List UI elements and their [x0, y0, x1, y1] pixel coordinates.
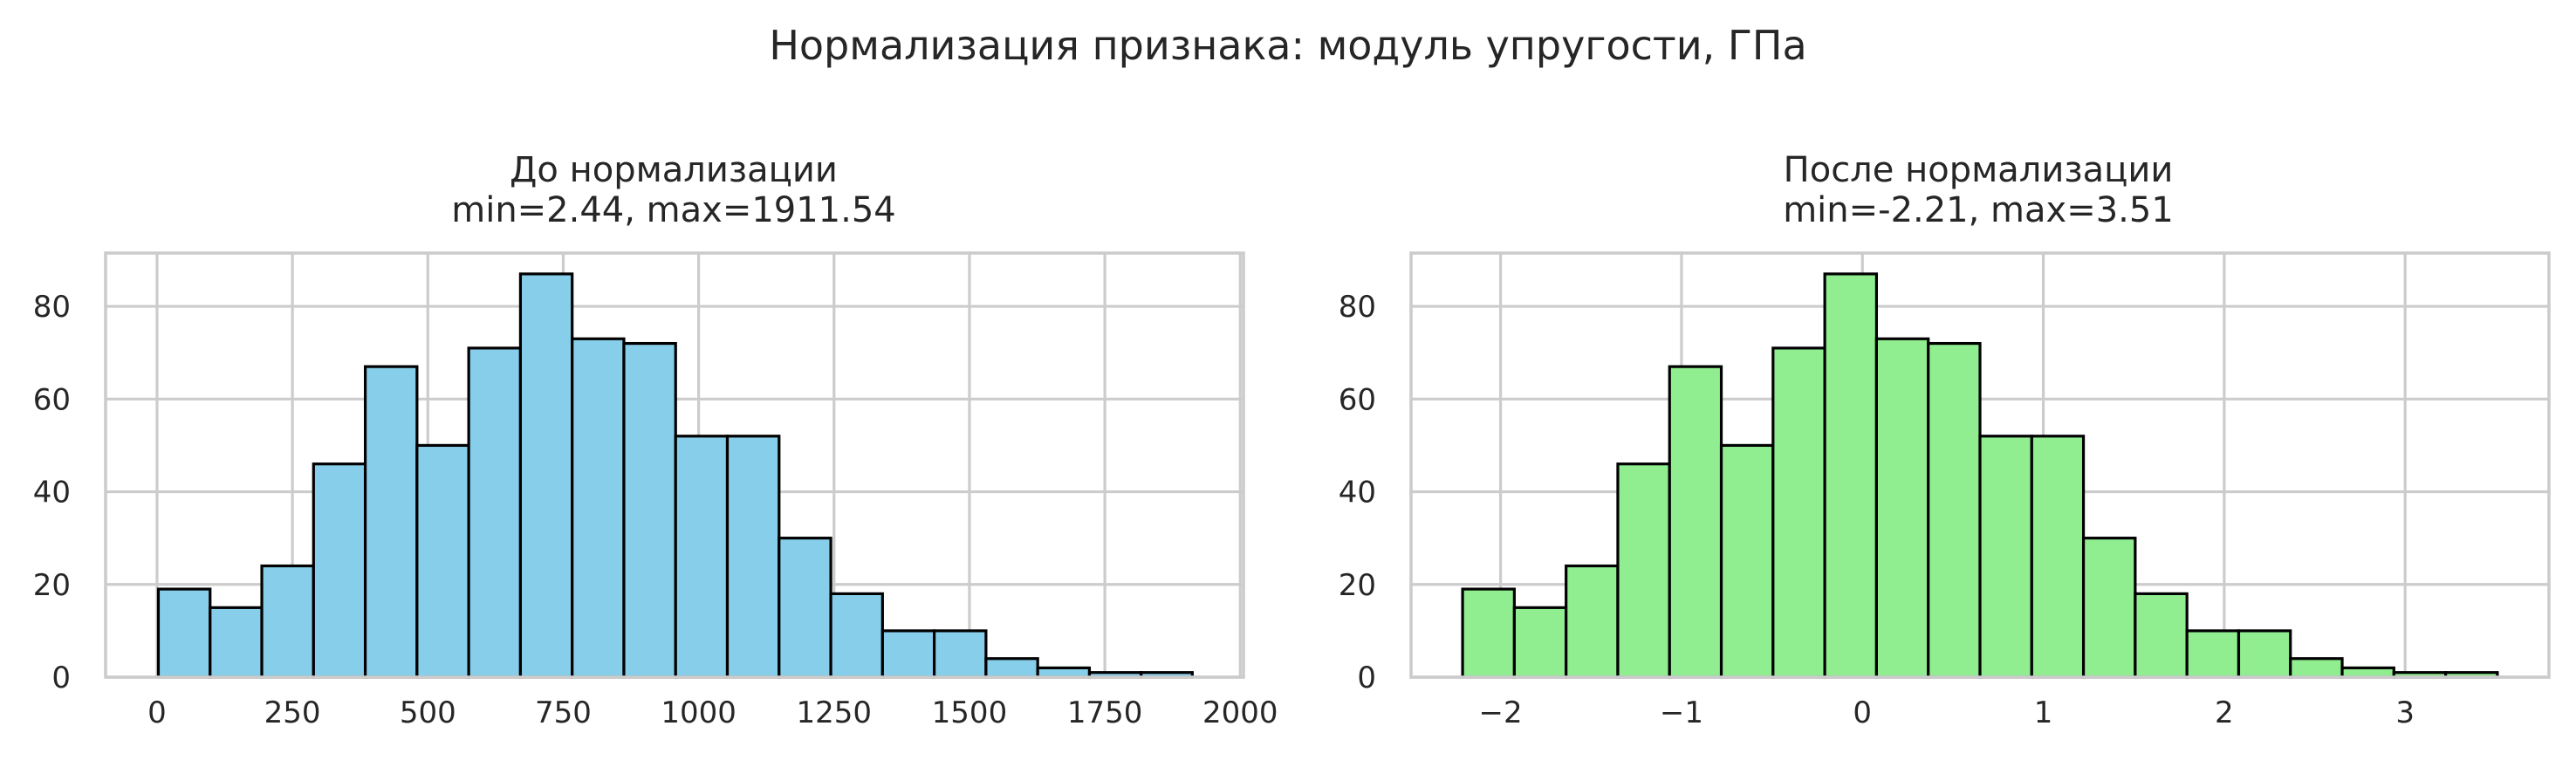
figure-suptitle: Нормализация признака: модуль упругости,…: [769, 22, 1806, 69]
panel-title-line-1: До нормализации: [510, 150, 838, 190]
y-tick-label: 40: [33, 476, 71, 510]
x-tick-label: 1: [2034, 695, 2053, 730]
histogram-bar: [415, 443, 470, 679]
y-axis-ticks: 0 20 40 60 80: [1339, 290, 1376, 695]
histogram-bar: [2134, 592, 2189, 679]
x-tick-label: 0: [147, 695, 167, 730]
y-axis-ticks: 0 20 40 60 80: [33, 290, 71, 695]
histogram-bar: [880, 629, 936, 679]
x-tick-label: 0: [1853, 695, 1872, 730]
y-tick-label: 80: [33, 290, 71, 325]
y-tick-label: 40: [1339, 476, 1376, 510]
histogram-bar: [984, 657, 1039, 679]
histogram-bar: [260, 564, 315, 679]
histogram-bar: [518, 272, 574, 679]
x-axis-ticks: −2 −1 0 1 2 3: [1479, 695, 2415, 730]
histogram-bar: [778, 537, 832, 679]
histogram-before-normalization: До нормализации min=2.44, max=1911.54 0 2…: [33, 150, 1278, 730]
x-tick-label: 1000: [661, 695, 736, 730]
histogram-bar: [1512, 606, 1568, 679]
y-tick-label: 0: [1357, 661, 1376, 695]
panel-title-line-1: После нормализации: [1784, 150, 2174, 190]
histogram-bar: [1927, 341, 1982, 679]
histogram-bar: [1616, 462, 1671, 679]
x-tick-label: 500: [400, 695, 456, 730]
axes-border: [104, 251, 1245, 679]
histogram-bar: [725, 435, 781, 679]
x-tick-label: 2: [2215, 695, 2234, 730]
histogram-bar: [1823, 272, 1879, 679]
x-tick-label: 250: [264, 695, 321, 730]
x-tick-label: −1: [1660, 695, 1703, 730]
x-tick-label: 1500: [932, 695, 1008, 730]
histogram-bar: [2030, 435, 2086, 679]
histogram-bar: [1771, 346, 1826, 679]
histogram-bar: [622, 341, 677, 679]
x-tick-label: 1250: [797, 695, 873, 730]
axes-frame: [104, 251, 1245, 679]
histogram-bar: [829, 592, 884, 679]
histogram-bar: [1978, 435, 2033, 679]
bars: [1461, 272, 2499, 679]
histogram-bar: [363, 365, 419, 679]
histogram-after-normalization: После нормализации min=-2.21, max=3.51 −…: [1339, 150, 2551, 730]
y-tick-label: 20: [1339, 568, 1376, 603]
histogram-bar: [2081, 537, 2137, 679]
y-tick-label: 80: [1339, 290, 1376, 325]
histogram-bar: [312, 462, 367, 679]
x-axis-ticks: 0 250 500 750 1000 1250 1500 1750 2000: [147, 695, 1278, 730]
histogram-bar: [1719, 443, 1775, 679]
histogram-bar: [209, 606, 264, 679]
x-tick-label: 3: [2395, 695, 2415, 730]
y-tick-label: 20: [33, 568, 71, 603]
histogram-bar: [2185, 629, 2241, 679]
y-tick-label: 0: [51, 661, 71, 695]
histogram-bar: [467, 346, 523, 679]
x-tick-label: 2000: [1202, 695, 1278, 730]
histogram-bar: [1565, 564, 1620, 679]
histogram-bar: [2289, 657, 2344, 679]
y-tick-label: 60: [33, 382, 71, 417]
histogram-bar: [933, 629, 988, 679]
histogram-bar: [571, 337, 626, 679]
axes-frame: [1409, 251, 2551, 679]
panel-title-line-2: min=2.44, max=1911.54: [451, 190, 896, 230]
y-tick-label: 60: [1339, 382, 1376, 417]
histogram-bar: [1461, 587, 1516, 679]
panel-title-line-2: min=-2.21, max=3.51: [1783, 190, 2174, 230]
histogram-bar: [2237, 629, 2292, 679]
x-tick-label: 1750: [1067, 695, 1143, 730]
histogram-bar: [1668, 365, 1723, 679]
histogram-bar: [1874, 337, 1930, 679]
histogram-bar: [674, 435, 730, 679]
axes-border: [1409, 251, 2551, 679]
x-tick-label: 750: [535, 695, 592, 730]
bars: [156, 272, 1194, 679]
x-tick-label: −2: [1479, 695, 1523, 730]
histogram-bar: [156, 587, 212, 679]
